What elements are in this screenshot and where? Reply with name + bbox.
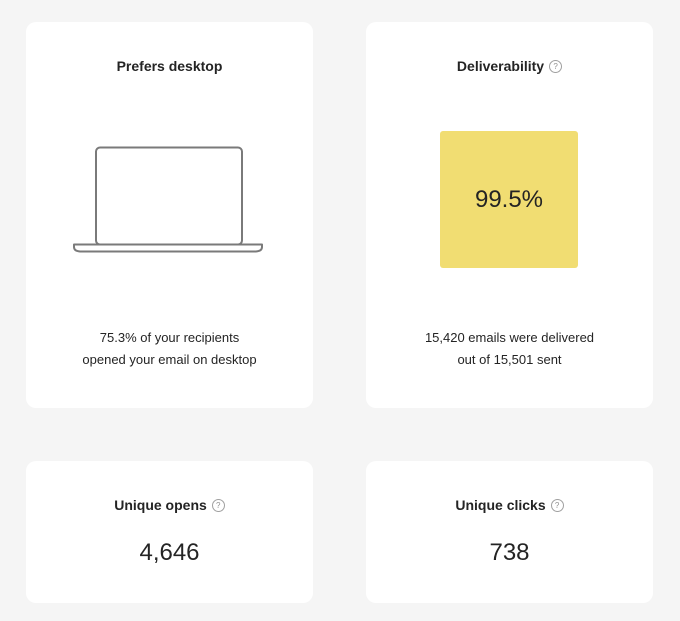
prefers-desktop-description: 75.3% of your recipients opened your ema… (26, 327, 313, 371)
help-icon[interactable]: ? (550, 498, 564, 512)
deliverability-card: Deliverability ? 99.5% 15,420 emails wer… (366, 22, 653, 408)
deliverability-rate: 99.5% (474, 185, 544, 213)
prefers-desktop-title-row: Prefers desktop (26, 58, 313, 74)
deliverability-line1: 15,420 emails were delivered (424, 330, 595, 345)
help-icon[interactable]: ? (211, 498, 225, 512)
unique-clicks-title-row: Unique clicks ? (366, 497, 653, 513)
unique-clicks-card: Unique clicks ? 738 (366, 461, 653, 603)
unique-opens-title: Unique opens (114, 497, 207, 513)
unique-opens-value: 4,646 (139, 539, 200, 566)
deliverability-title: Deliverability (456, 58, 545, 74)
deliverability-rate-box: 99.5% (440, 131, 578, 268)
laptop-icon (73, 146, 263, 253)
deliverability-description: 15,420 emails were delivered out of 15,5… (366, 327, 653, 371)
help-icon[interactable]: ? (549, 59, 563, 73)
unique-clicks-value: 738 (489, 539, 530, 566)
unique-opens-card: Unique opens ? 4,646 (26, 461, 313, 603)
deliverability-line2: out of 15,501 sent (457, 352, 562, 367)
prefers-desktop-line1: 75.3% of your recipients (99, 330, 240, 345)
unique-clicks-title: Unique clicks (455, 497, 546, 513)
prefers-desktop-line2: opened your email on desktop (82, 352, 257, 367)
prefers-desktop-title: Prefers desktop (116, 58, 223, 74)
unique-opens-title-row: Unique opens ? (26, 497, 313, 513)
prefers-desktop-card: Prefers desktop 75.3% of your recipients… (26, 22, 313, 408)
deliverability-title-row: Deliverability ? (366, 58, 653, 74)
